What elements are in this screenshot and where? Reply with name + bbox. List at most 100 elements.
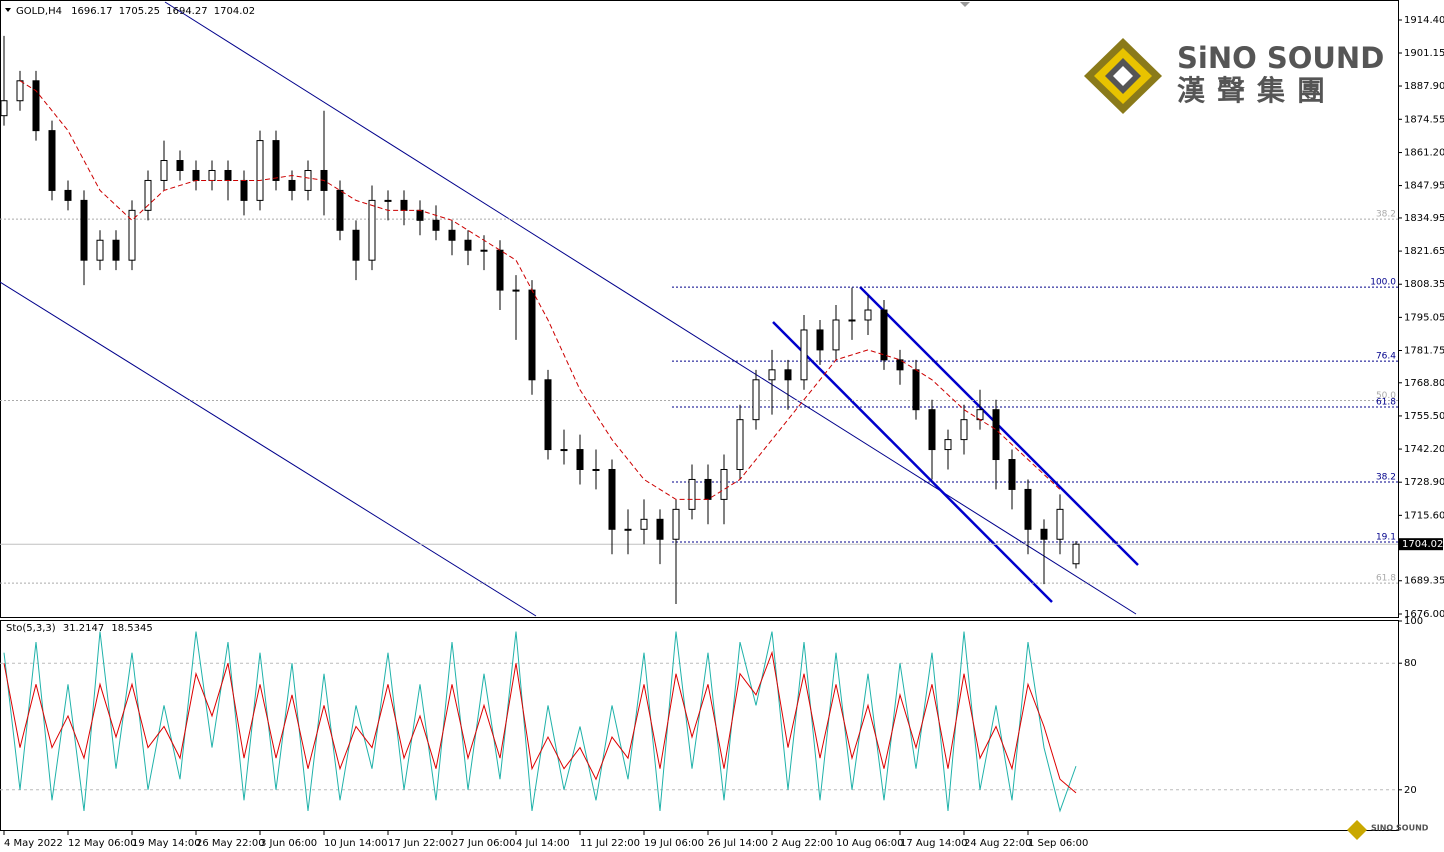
last-high: 1705.25 [119, 6, 160, 17]
candle-body [704, 478, 712, 500]
x-tick-label: 4 Jul 14:00 [516, 838, 570, 849]
channel-lower [0, 281, 537, 617]
y-tick-label: 1795.05 [1404, 312, 1444, 323]
x-tick-label: 17 Aug 14:00 [900, 838, 967, 849]
candle-body [912, 369, 920, 411]
candle-body [752, 379, 760, 421]
y-tick-label: 1834.95 [1404, 213, 1444, 224]
candle-body [496, 249, 504, 291]
last-open: 1696.17 [71, 6, 112, 17]
current-price-box [1399, 538, 1443, 551]
candle-body [1008, 459, 1016, 490]
header-arrow [5, 8, 11, 12]
candle-body [608, 468, 616, 530]
candle-body [160, 160, 168, 181]
candle-body [1072, 543, 1080, 565]
candle-body [928, 409, 936, 451]
candle-body [352, 229, 360, 261]
candle-body [944, 439, 952, 451]
y-tick-label: 1847.95 [1404, 181, 1444, 192]
y-tick-label: 1901.15 [1404, 48, 1444, 59]
x-tick-label: 24 Aug 22:00 [964, 838, 1031, 849]
stochastic-header: Sto(5,3,3) 31.2147 18.5345 [6, 623, 153, 634]
candle-body [464, 239, 472, 251]
header: GOLD,H4 1696.17 1705.25 1694.27 1704.02 [16, 6, 255, 17]
candle-body [416, 209, 424, 221]
candle-body [816, 329, 824, 351]
x-tick-label: 19 May 14:00 [132, 838, 201, 849]
y-tick-label: 1689.35 [1404, 576, 1444, 587]
candle-body [304, 169, 312, 191]
y-tick-label: 1676.00 [1404, 609, 1444, 620]
last-close: 1704.02 [214, 6, 255, 17]
symbol: GOLD,H4 [16, 6, 62, 17]
y-tick-label: 1768.80 [1404, 378, 1444, 389]
y-tick-label: 1755.50 [1404, 411, 1444, 422]
trend-lines [0, 1, 1139, 617]
candle-body [176, 160, 184, 171]
y-tick-label: 1808.35 [1404, 279, 1444, 290]
candle-body [672, 508, 680, 540]
stochastic-panel [0, 620, 1399, 831]
y-tick-label: 1715.60 [1404, 510, 1444, 521]
candle-body [848, 319, 856, 322]
candle-body [784, 369, 792, 381]
y-tick-label: 1914.40 [1404, 15, 1444, 26]
fib-level-label: 38.2 [1376, 210, 1396, 220]
candle-body [720, 468, 728, 500]
x-tick-label: 19 Jul 06:00 [644, 838, 704, 849]
x-tick-label: 3 Jun 06:00 [260, 838, 317, 849]
candle-body [576, 449, 584, 470]
candle-body [992, 409, 1000, 461]
candle-body [800, 329, 808, 381]
candle-body [336, 189, 344, 231]
x-tick-label: 17 Jun 22:00 [388, 838, 452, 849]
shift-marker [960, 2, 970, 7]
candle-body [512, 289, 520, 292]
candle-body [480, 249, 488, 252]
candle-body [768, 369, 776, 381]
candle-body [208, 169, 216, 181]
current-price-label: 1704.02 [1402, 539, 1443, 550]
candle-body [224, 169, 232, 181]
candle-body [832, 319, 840, 351]
candle-body [64, 189, 72, 201]
stochastic-line [3, 631, 1077, 813]
last-low: 1694.27 [166, 6, 207, 17]
stochastic-line [3, 650, 1077, 794]
candle-body [80, 199, 88, 261]
candle-body [544, 379, 552, 451]
logo: SiNO SOUND 漢聲集團 SINO SOUND [1084, 38, 1429, 840]
small-logo-diamond [1347, 820, 1367, 840]
short-channel-lower [772, 321, 1053, 603]
y-tick-label: 1874.55 [1404, 114, 1444, 125]
candle-body [192, 169, 200, 181]
price-panel [0, 0, 1399, 618]
candle-body [112, 239, 120, 261]
moving-average [19, 80, 1061, 500]
logo-diamond-center [1113, 66, 1133, 86]
y-tick-label: 80 [1404, 658, 1417, 669]
candle-body [880, 309, 888, 361]
y-tick-label: 1887.90 [1404, 81, 1444, 92]
logo-chinese: 漢聲集團 [1177, 74, 1337, 107]
candle-body [144, 179, 152, 211]
candle-body [896, 359, 904, 371]
y-tick-label: 1861.20 [1404, 148, 1444, 159]
x-tick-label: 26 May 22:00 [196, 838, 265, 849]
x-tick-label: 10 Jun 14:00 [324, 838, 388, 849]
candle-body [0, 100, 8, 117]
fib-level-label: 50.0 [1376, 391, 1396, 401]
candle-body [1040, 528, 1048, 540]
candle-body [16, 80, 24, 102]
stochastic-k-last: 31.2147 [63, 623, 104, 634]
x-tick-label: 1 Sep 06:00 [1028, 838, 1088, 849]
small-logo-name: SINO SOUND [1371, 824, 1429, 833]
y-tick-label: 1781.75 [1404, 346, 1444, 357]
y-tick-label: 100 [1404, 616, 1423, 627]
channel-upper [164, 1, 1137, 615]
candle-body [656, 518, 664, 540]
fib-level-label: 61.8 [1376, 574, 1396, 584]
